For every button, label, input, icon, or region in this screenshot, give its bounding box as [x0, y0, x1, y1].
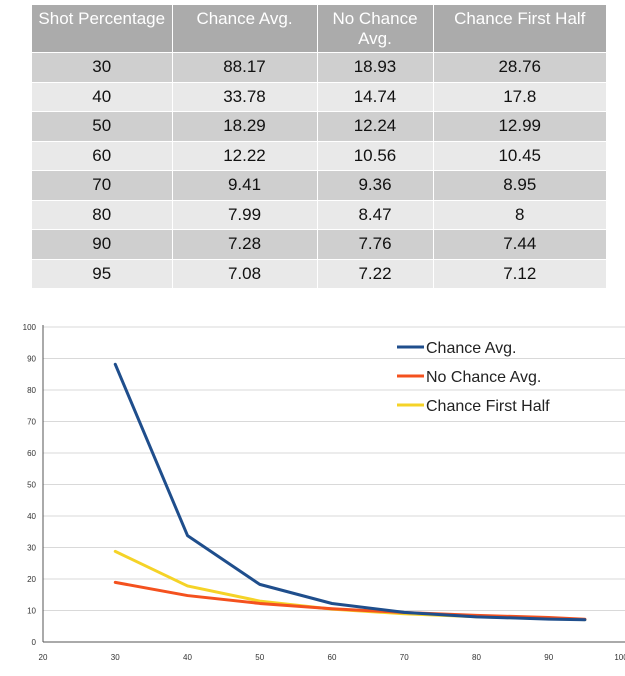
x-tick-label: 50	[255, 653, 264, 662]
table-cell: 12.99	[433, 111, 606, 141]
header-no-chance-avg: No Chance Avg.	[317, 5, 434, 53]
legend-label: Chance Avg.	[426, 340, 516, 357]
data-table-container: Shot Percentage Chance Avg. No Chance Av…	[32, 5, 606, 288]
table-cell: 28.76	[433, 52, 606, 82]
y-tick-label: 80	[27, 386, 36, 395]
x-tick-label: 30	[111, 653, 120, 662]
y-tick-label: 20	[27, 575, 36, 584]
table-cell: 33.78	[172, 81, 318, 112]
table-row: 95 7.08 7.22 7.12	[32, 258, 606, 288]
header-chance-avg: Chance Avg.	[172, 5, 318, 53]
table-cell: 10.45	[433, 140, 606, 171]
table-cell: 7.22	[317, 258, 434, 288]
table-cell: 8	[433, 199, 606, 230]
table-cell: 9.41	[172, 170, 318, 200]
y-tick-label: 70	[27, 418, 36, 427]
table-cell: 95	[32, 258, 173, 288]
header-chance-first-half: Chance First Half	[433, 5, 606, 53]
table-cell: 7.08	[172, 258, 318, 288]
y-tick-label: 0	[32, 638, 37, 647]
table-row: 80 7.99 8.47 8	[32, 199, 606, 230]
table-cell: 8.95	[433, 170, 606, 200]
x-tick-label: 70	[400, 653, 409, 662]
table-cell: 7.76	[317, 229, 434, 259]
table-row: 60 12.22 10.56 10.45	[32, 140, 606, 171]
y-tick-label: 30	[27, 544, 36, 553]
table-row: 50 18.29 12.24 12.99	[32, 111, 606, 141]
x-tick-label: 100	[614, 653, 625, 662]
table-cell: 7.28	[172, 229, 318, 259]
header-shot-percentage: Shot Percentage	[32, 5, 173, 53]
legend-label: Chance First Half	[426, 398, 550, 415]
legend-label: No Chance Avg.	[426, 369, 541, 386]
series-line-1	[113, 580, 587, 621]
table-cell: 18.29	[172, 111, 318, 141]
table-row: 30 88.17 18.93 28.76	[32, 52, 606, 82]
table-cell: 8.47	[317, 199, 434, 230]
table-row: 40 33.78 14.74 17.8	[32, 81, 606, 112]
series-line-0	[113, 362, 587, 622]
table-body: 30 88.17 18.93 28.76 40 33.78 14.74 17.8 50 18.29…	[32, 52, 606, 288]
x-tick-label: 90	[544, 653, 553, 662]
x-tick-label: 60	[328, 653, 337, 662]
table-cell: 60	[32, 140, 173, 171]
x-tick-label: 20	[39, 653, 48, 662]
table-cell: 80	[32, 199, 173, 230]
table-cell: 7.99	[172, 199, 318, 230]
y-tick-label: 10	[27, 607, 36, 616]
table-cell: 9.36	[317, 170, 434, 200]
line-chart: 0 10 20 30 40 50 60 70 80 90 100 20 30 40 50 60 70 80 90 10…	[23, 323, 625, 662]
table-cell: 90	[32, 229, 173, 259]
table-cell: 7.44	[433, 229, 606, 259]
table-row: 90 7.28 7.76 7.44	[32, 229, 606, 259]
table-cell: 12.22	[172, 140, 318, 171]
table-cell: 7.12	[433, 258, 606, 288]
x-tick-label: 80	[472, 653, 481, 662]
table-cell: 88.17	[172, 52, 318, 82]
table-cell: 14.74	[317, 81, 434, 112]
y-tick-label: 100	[23, 323, 37, 332]
y-tick-label: 50	[27, 481, 36, 490]
table-cell: 10.56	[317, 140, 434, 171]
table-cell: 50	[32, 111, 173, 141]
table-header-row: Shot Percentage Chance Avg. No Chance Av…	[32, 5, 606, 53]
table-row: 70 9.41 9.36 8.95	[32, 170, 606, 200]
y-tick-label: 60	[27, 449, 36, 458]
table-cell: 17.8	[433, 81, 606, 112]
table-cell: 40	[32, 81, 173, 112]
table-cell: 18.93	[317, 52, 434, 82]
data-table: Shot Percentage Chance Avg. No Chance Av…	[32, 5, 606, 288]
table-cell: 30	[32, 52, 173, 82]
y-tick-label: 40	[27, 512, 36, 521]
y-tick-label: 90	[27, 355, 36, 364]
table-cell: 12.24	[317, 111, 434, 141]
x-tick-label: 40	[183, 653, 192, 662]
table-cell: 70	[32, 170, 173, 200]
